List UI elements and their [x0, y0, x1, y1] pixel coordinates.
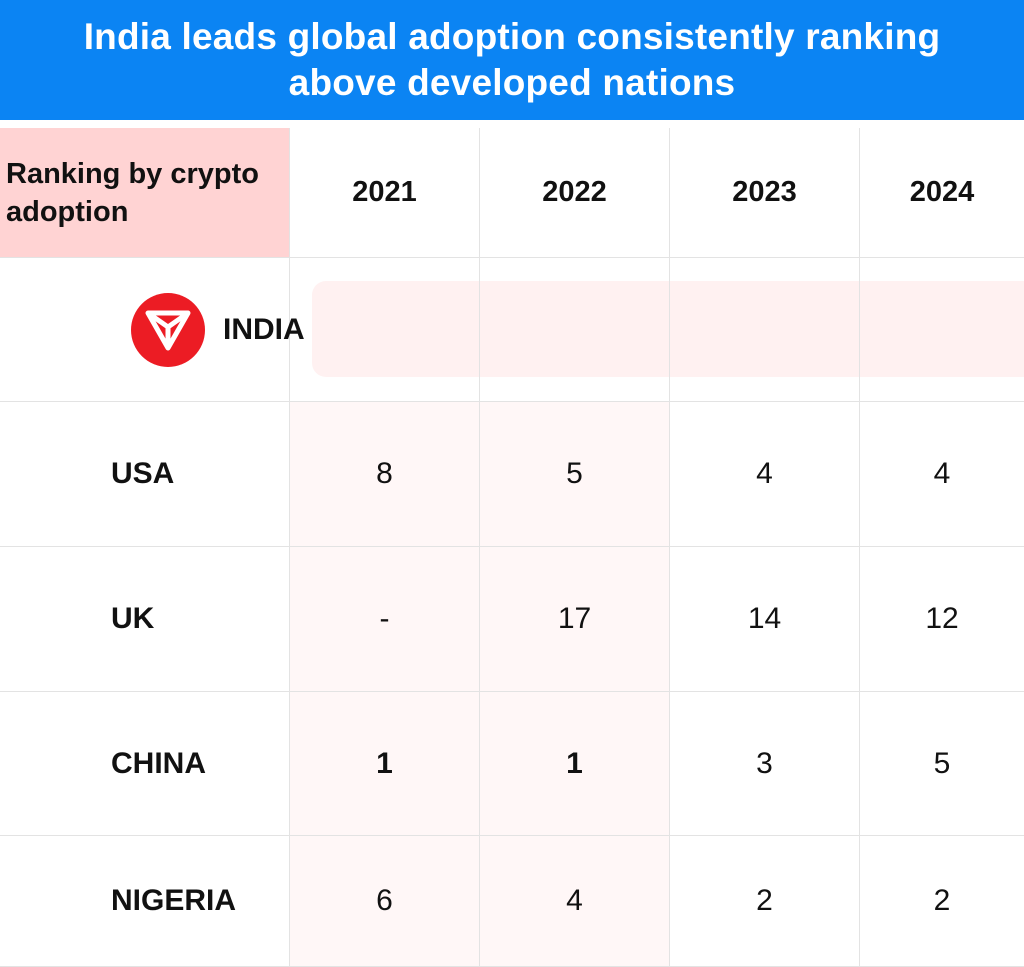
column-header: 2021	[290, 128, 480, 258]
title-banner: India leads global adoption consistently…	[0, 0, 1024, 120]
cell-value: 4	[756, 457, 773, 490]
cell-value: 17	[557, 602, 592, 635]
table-cell: 2	[670, 836, 860, 967]
table-cell: 12	[860, 547, 1024, 692]
table-cell: 2	[860, 836, 1024, 967]
cell-value: 1	[566, 746, 583, 780]
year-2022: 2022	[542, 176, 607, 208]
row-label-nigeria: NIGERIA	[0, 836, 290, 967]
column-header: 2023	[670, 128, 860, 258]
cell-value: 4	[933, 457, 951, 490]
row-label-india: INDIA	[0, 258, 305, 402]
table-cell: 4	[480, 836, 670, 967]
table-cell: -	[290, 547, 480, 692]
table-cell	[670, 258, 860, 402]
year-2024: 2024	[909, 176, 975, 208]
table-cell: 6	[290, 836, 480, 967]
country-name: CHINA	[111, 746, 206, 780]
cell-value: 2	[756, 884, 773, 917]
cell-value: 3	[756, 746, 773, 780]
table-cell	[860, 258, 1024, 402]
table-cell: 4	[670, 402, 860, 547]
cell-value: 8	[376, 457, 393, 490]
column-header: 2024	[860, 128, 1024, 258]
table-cell: 5	[860, 692, 1024, 836]
country-name: NIGERIA	[111, 884, 237, 917]
table-cell: 3	[670, 692, 860, 836]
table-cell: 5	[480, 402, 670, 547]
cell-value: 2	[933, 884, 951, 917]
triangle-logo-icon-glyph	[145, 310, 191, 350]
cell-value: 12	[925, 602, 959, 635]
table-cell: 1	[290, 692, 480, 836]
table-cell: 14	[670, 547, 860, 692]
table-cell: 17	[480, 547, 670, 692]
table-cell	[290, 258, 480, 402]
row-label-china: CHINA	[0, 692, 290, 836]
corner-label: Ranking by crypto adoption	[6, 157, 259, 228]
cell-value: 5	[933, 746, 951, 780]
page-title: India leads global adoption consistently…	[83, 16, 941, 103]
corner-header: Ranking by crypto adoption	[0, 128, 290, 258]
column-header: 2022	[480, 128, 670, 258]
cell-value: 14	[747, 602, 782, 635]
cell-value: -	[379, 602, 390, 635]
triangle-logo-icon	[131, 292, 205, 367]
table-cell: 8	[290, 402, 480, 547]
cell-value: 6	[376, 884, 393, 917]
row-label-usa: USA	[0, 402, 290, 547]
cell-value: 5	[566, 457, 583, 490]
cell-value: 1	[376, 746, 393, 780]
table-cell: 1	[480, 692, 670, 836]
country-name: USA	[111, 457, 175, 490]
row-label-uk: UK	[0, 547, 290, 692]
table-cell: 4	[860, 402, 1024, 547]
india-row-highlight	[312, 281, 1024, 377]
ranking-table: Ranking by crypto adoption 2021 2022 202…	[0, 128, 1024, 967]
country-name: INDIA	[223, 312, 305, 346]
table-cell	[480, 258, 670, 402]
year-2023: 2023	[732, 176, 797, 208]
cell-value: 4	[566, 884, 583, 917]
country-name: UK	[111, 602, 155, 635]
year-2021: 2021	[352, 176, 417, 208]
